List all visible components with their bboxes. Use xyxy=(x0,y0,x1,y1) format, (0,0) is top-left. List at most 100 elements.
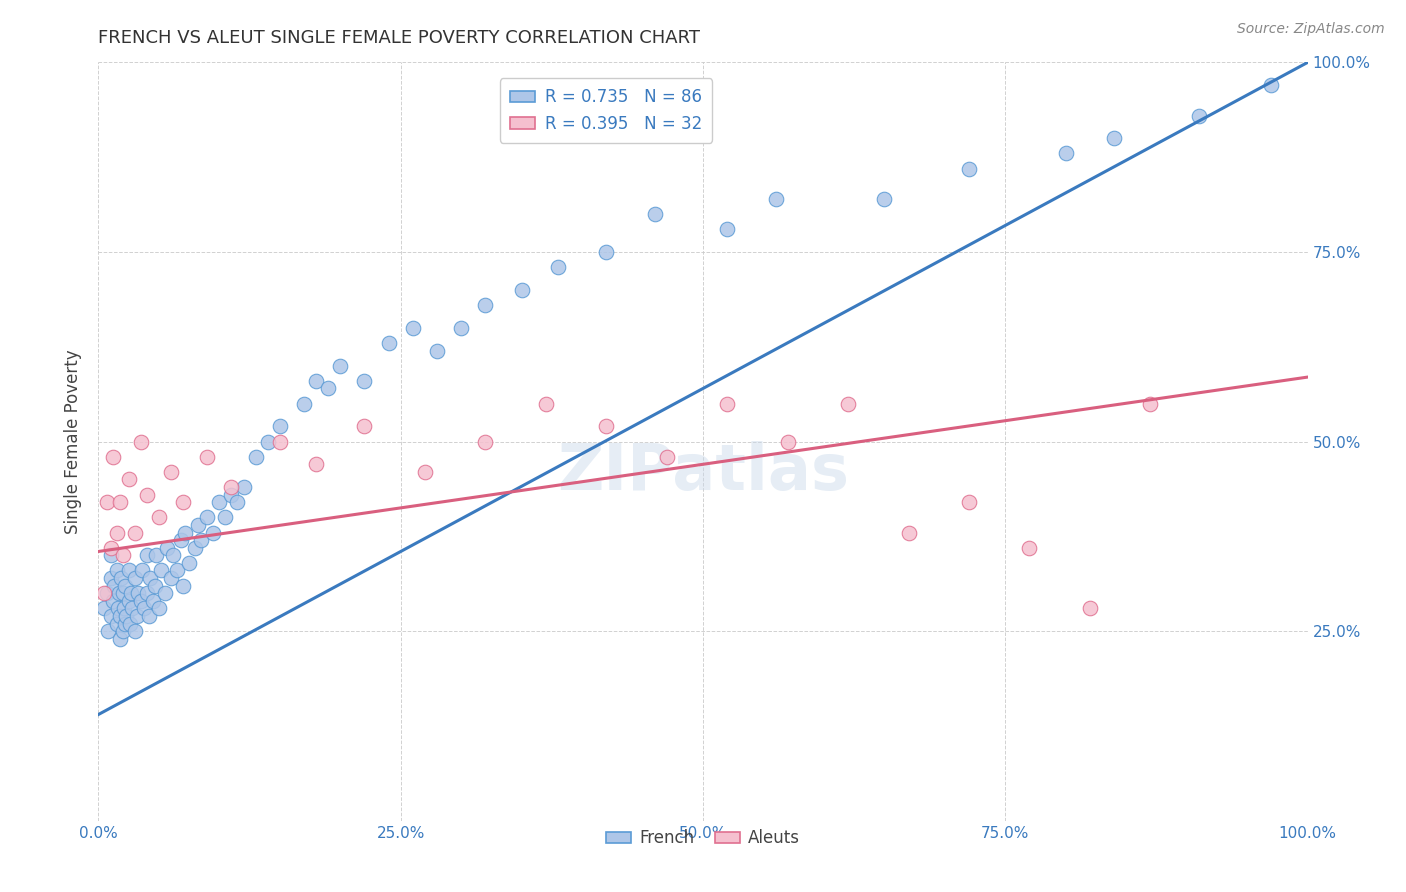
Point xyxy=(101,594,124,608)
Text: Source: ZipAtlas.com: Source: ZipAtlas.com xyxy=(1237,22,1385,37)
Point xyxy=(143,579,166,593)
Point xyxy=(145,548,167,563)
Point xyxy=(184,541,207,555)
Point xyxy=(124,624,146,639)
Point xyxy=(377,335,399,350)
Point xyxy=(142,594,165,608)
Point xyxy=(100,571,122,585)
Point xyxy=(353,419,375,434)
Point xyxy=(172,495,194,509)
Point xyxy=(160,465,183,479)
Point xyxy=(138,608,160,623)
Point xyxy=(124,571,146,585)
Point xyxy=(162,548,184,563)
Point xyxy=(245,450,267,464)
Point xyxy=(1078,601,1101,615)
Point xyxy=(127,586,149,600)
Point xyxy=(114,616,136,631)
Point xyxy=(256,434,278,449)
Point xyxy=(474,434,496,449)
Point xyxy=(118,616,141,631)
Point xyxy=(1018,541,1040,555)
Point xyxy=(100,608,122,623)
Point xyxy=(195,450,218,464)
Point xyxy=(111,624,134,639)
Point xyxy=(221,480,243,494)
Point xyxy=(93,586,115,600)
Point xyxy=(120,586,142,600)
Point xyxy=(114,579,136,593)
Point xyxy=(108,495,131,509)
Point xyxy=(127,608,149,623)
Point xyxy=(510,283,533,297)
Point xyxy=(148,601,170,615)
Point xyxy=(118,594,141,608)
Point xyxy=(172,579,194,593)
Point xyxy=(108,608,131,623)
Text: ZIPatlas: ZIPatlas xyxy=(557,441,849,503)
Point xyxy=(269,419,291,434)
Point xyxy=(139,571,162,585)
Point xyxy=(105,616,128,631)
Point xyxy=(118,564,141,578)
Point xyxy=(118,473,141,487)
Point xyxy=(232,480,254,494)
Point xyxy=(111,586,134,600)
Point xyxy=(837,396,859,410)
Point xyxy=(179,556,201,570)
Point xyxy=(134,601,156,615)
Point xyxy=(426,343,449,358)
Point xyxy=(131,564,153,578)
Point xyxy=(897,525,920,540)
Point xyxy=(129,434,152,449)
Point xyxy=(169,533,191,548)
Point xyxy=(135,586,157,600)
Point xyxy=(957,161,980,176)
Point xyxy=(716,222,738,236)
Point xyxy=(305,458,328,472)
Point xyxy=(1188,108,1211,122)
Point xyxy=(148,510,170,524)
Point xyxy=(96,495,118,509)
Point xyxy=(353,374,375,388)
Point xyxy=(595,244,617,259)
Text: FRENCH VS ALEUT SINGLE FEMALE POVERTY CORRELATION CHART: FRENCH VS ALEUT SINGLE FEMALE POVERTY CO… xyxy=(98,29,700,47)
Point xyxy=(269,434,291,449)
Legend: French, Aleuts: French, Aleuts xyxy=(599,822,807,854)
Point xyxy=(103,579,125,593)
Point xyxy=(101,450,124,464)
Point xyxy=(108,632,131,646)
Point xyxy=(450,320,472,334)
Point xyxy=(202,525,225,540)
Point xyxy=(156,541,179,555)
Point xyxy=(195,510,218,524)
Point xyxy=(190,533,212,548)
Point xyxy=(96,586,118,600)
Point xyxy=(135,548,157,563)
Point xyxy=(129,594,152,608)
Point xyxy=(413,465,436,479)
Point xyxy=(1139,396,1161,410)
Point xyxy=(474,298,496,312)
Point xyxy=(110,571,132,585)
Point xyxy=(329,359,352,373)
Point xyxy=(208,495,231,509)
Point xyxy=(112,601,135,615)
Point xyxy=(187,517,209,532)
Point xyxy=(100,548,122,563)
Point xyxy=(221,487,243,501)
Point xyxy=(1054,146,1077,161)
Y-axis label: Single Female Poverty: Single Female Poverty xyxy=(65,350,83,533)
Point xyxy=(153,586,176,600)
Point xyxy=(135,487,157,501)
Point xyxy=(873,192,896,206)
Point xyxy=(105,525,128,540)
Point xyxy=(316,382,339,396)
Point xyxy=(166,564,188,578)
Point xyxy=(160,571,183,585)
Point xyxy=(150,564,173,578)
Point xyxy=(105,564,128,578)
Point xyxy=(305,374,328,388)
Point xyxy=(93,601,115,615)
Point xyxy=(111,548,134,563)
